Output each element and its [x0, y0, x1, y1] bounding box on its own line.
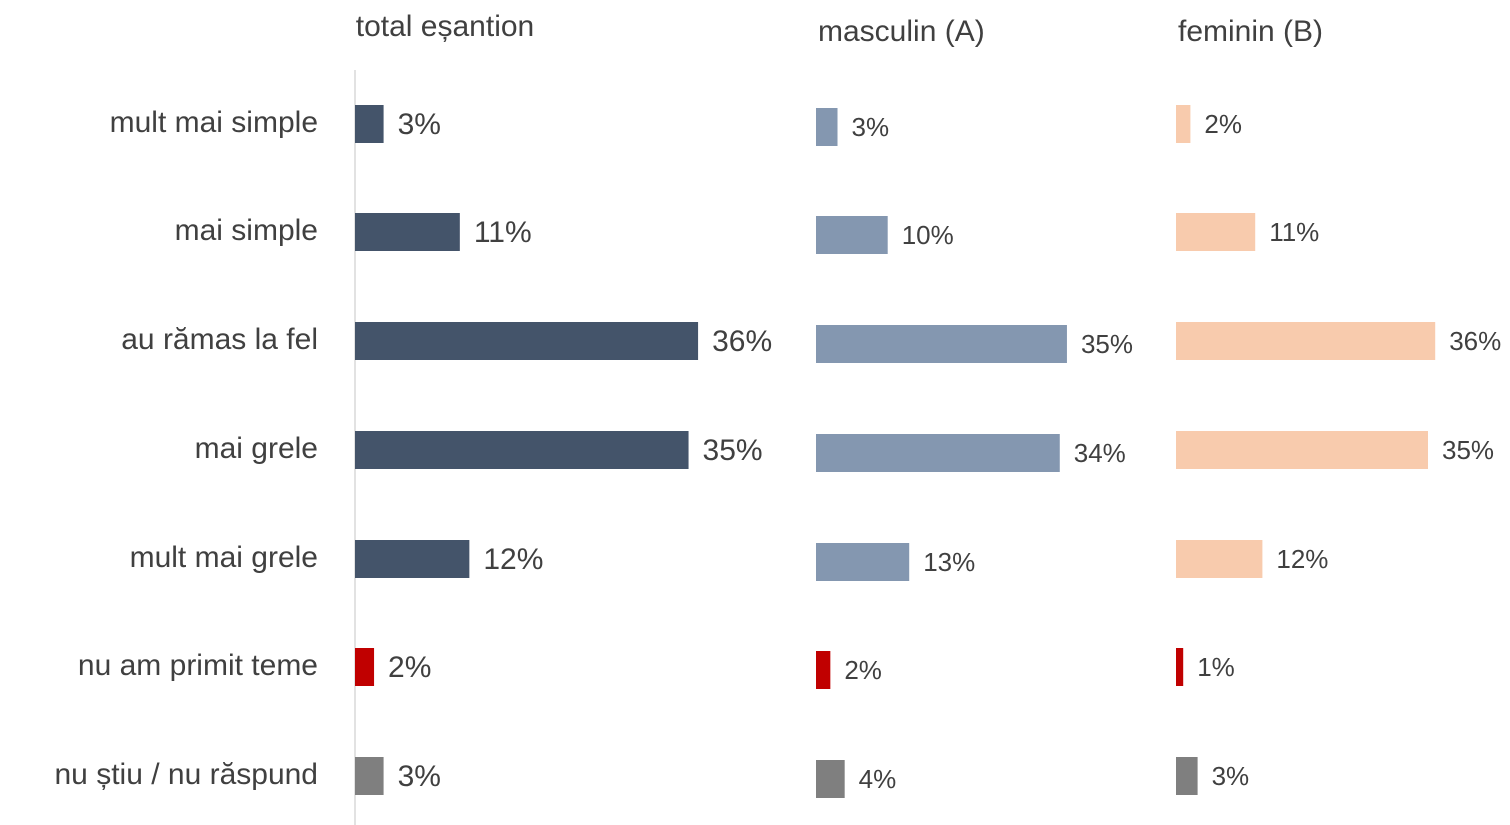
bar [816, 325, 1067, 363]
value-label: 11% [474, 216, 532, 249]
category-label: mai simple [175, 214, 318, 247]
value-label: 2% [1204, 109, 1242, 139]
value-label: 35% [1442, 435, 1494, 465]
category-label: au rămas la fel [121, 323, 318, 356]
value-label: 35% [1081, 329, 1133, 359]
value-label: 11% [1269, 217, 1319, 247]
value-label: 13% [923, 547, 975, 577]
bar [1176, 540, 1263, 578]
bar [1176, 431, 1428, 469]
category-label: mai grele [195, 432, 318, 465]
bar [816, 543, 910, 581]
value-label: 4% [859, 764, 897, 794]
category-label: nu știu / nu răspund [54, 758, 318, 791]
bar [355, 431, 689, 469]
value-label: 3% [398, 108, 441, 141]
value-label: 2% [388, 651, 431, 684]
value-label: 34% [1074, 438, 1126, 468]
value-label: 2% [844, 655, 882, 685]
value-label: 3% [852, 112, 890, 142]
value-label: 3% [398, 760, 441, 793]
bar [816, 434, 1060, 472]
value-label: 36% [712, 325, 772, 358]
bar [355, 540, 470, 578]
bar [355, 648, 375, 686]
value-label: 10% [902, 220, 954, 250]
value-label: 12% [483, 543, 543, 576]
bar [816, 216, 888, 254]
bar [1176, 757, 1198, 795]
bar [1176, 322, 1436, 360]
bar [816, 651, 831, 689]
value-label: 36% [1449, 326, 1501, 356]
bar [355, 213, 460, 251]
value-label: 1% [1197, 652, 1235, 682]
value-label: 12% [1276, 544, 1328, 574]
bar [1176, 105, 1191, 143]
category-label: mult mai simple [110, 106, 318, 139]
bar [1176, 213, 1256, 251]
bar [355, 105, 384, 143]
panel-title: feminin (B) [1178, 15, 1323, 48]
panel-title: total eșantion [356, 10, 534, 43]
value-label: 3% [1212, 761, 1250, 791]
bar [355, 757, 384, 795]
category-label: nu am primit teme [78, 649, 318, 682]
bar [355, 322, 699, 360]
category-label: mult mai grele [130, 541, 318, 574]
value-label: 35% [703, 434, 763, 467]
panel-title: masculin (A) [818, 15, 985, 48]
bar [1176, 648, 1184, 686]
bar [816, 108, 838, 146]
bar [816, 760, 845, 798]
